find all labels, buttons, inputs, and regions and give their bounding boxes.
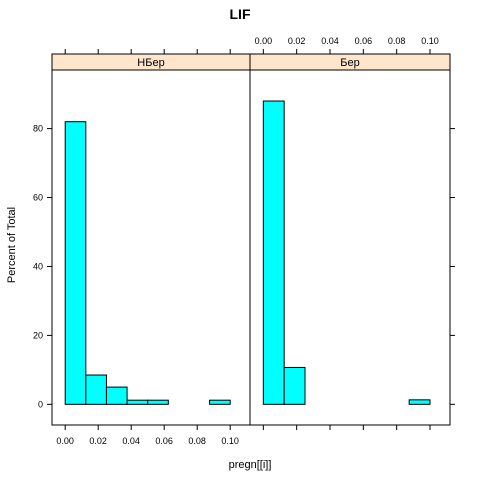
y-tick-label: 0: [38, 399, 43, 409]
x-tick-label: 0.04: [321, 36, 339, 46]
x-tick-label: 0.10: [221, 436, 239, 446]
x-tick-label: 0.06: [355, 36, 373, 46]
y-axis-label: Percent of Total: [6, 207, 18, 283]
y-tick-label: 80: [33, 124, 43, 134]
x-tick-label: 0.02: [288, 36, 306, 46]
y-tick-label: 40: [33, 261, 43, 271]
histogram-bar: [283, 366, 306, 405]
histogram-bar: [209, 399, 231, 405]
histogram-bar: [408, 399, 431, 405]
x-tick-label: 0.08: [188, 436, 206, 446]
histogram-bar: [262, 100, 285, 405]
x-tick-label: 0.06: [155, 436, 173, 446]
panel-frame: [249, 69, 451, 426]
chart-title: LIF: [230, 6, 251, 22]
x-tick-label: 0.10: [421, 36, 439, 46]
x-tick-label: 0.02: [89, 436, 107, 446]
histogram-bar: [105, 386, 128, 405]
x-tick-label: 0.04: [122, 436, 140, 446]
x-tick-label: 0.08: [388, 36, 406, 46]
x-axis-label: pregn[[i]]: [229, 459, 272, 471]
histogram-bar: [64, 121, 87, 405]
histogram-bar: [147, 399, 169, 405]
x-tick-label: 0.00: [56, 436, 74, 446]
histogram-bar: [85, 374, 107, 405]
strip-label: Бер: [340, 57, 359, 69]
histogram-bar: [126, 399, 149, 405]
strip-label: НБер: [137, 57, 164, 69]
x-tick-label: 0.00: [255, 36, 273, 46]
y-tick-label: 60: [33, 193, 43, 203]
y-tick-label: 20: [33, 330, 43, 340]
